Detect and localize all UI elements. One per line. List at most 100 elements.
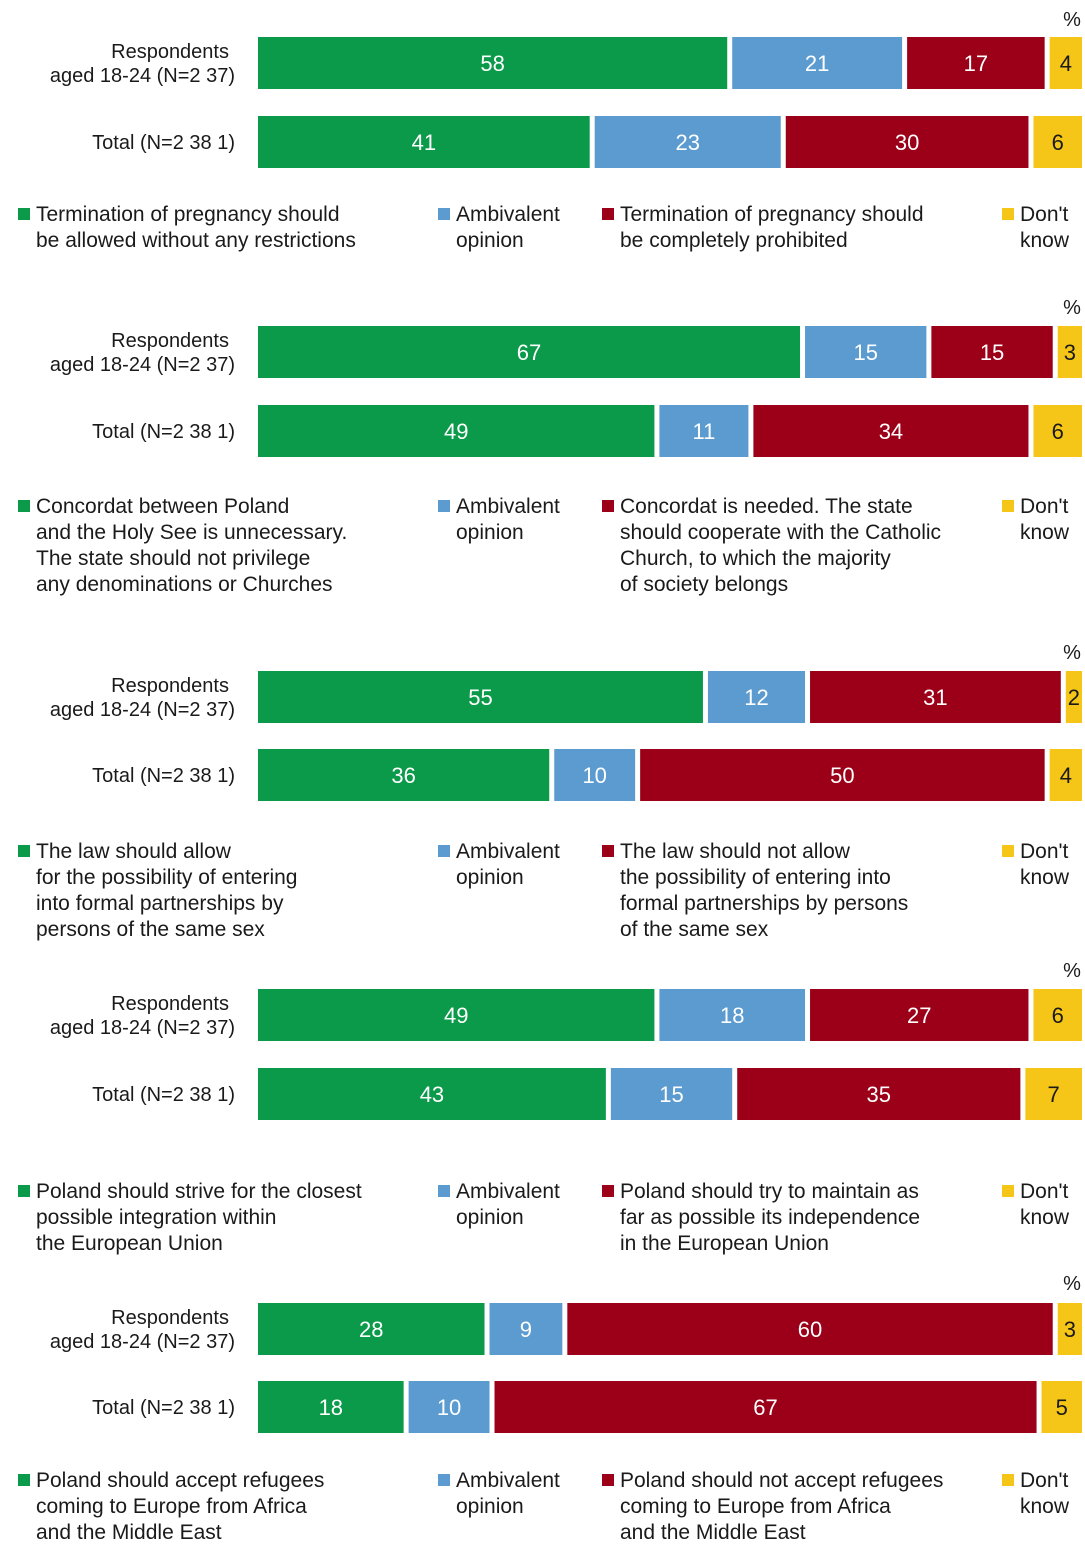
- legend-swatch: [1002, 208, 1014, 220]
- legend-item: Ambivalent opinion: [438, 1468, 560, 1520]
- data-label: 12: [744, 685, 768, 710]
- legend-swatch: [438, 845, 450, 857]
- bar-segment: [567, 1303, 1053, 1355]
- bar-segment: [1049, 749, 1082, 801]
- legend-label: Don't know: [1020, 495, 1070, 544]
- data-label: 6: [1052, 130, 1064, 155]
- bar-segment: [258, 749, 550, 801]
- bar-segment: [732, 37, 903, 89]
- bar-segment: [810, 989, 1029, 1041]
- bar-segment: [258, 37, 728, 89]
- legend-item: Don't know: [1002, 202, 1069, 254]
- data-label: 9: [520, 1317, 532, 1342]
- stacked-bar-chart-3: % Respondents aged 18-24 (N=2 37) 55 12 31 2 To…: [50, 642, 1082, 801]
- legend-label: Termination of pregnancy should be allow…: [36, 203, 356, 252]
- data-label: 3: [1064, 1317, 1076, 1342]
- bar-segment: [1041, 1381, 1082, 1433]
- legend-swatch: [1002, 1185, 1014, 1197]
- data-label: 21: [805, 51, 829, 76]
- legend-swatch: [1002, 845, 1014, 857]
- data-label: 67: [517, 340, 541, 365]
- legend-label: Don't know: [1020, 1469, 1070, 1518]
- legend-item: Don't know: [1002, 494, 1069, 546]
- bar-segment: [737, 1068, 1021, 1120]
- legend-item: Ambivalent opinion: [438, 202, 560, 254]
- bar-segment: [1033, 116, 1082, 168]
- legend-label: Poland should not accept refugees coming…: [620, 1469, 944, 1544]
- data-label: 58: [480, 51, 504, 76]
- data-label: 11: [692, 419, 715, 444]
- legend-label: The law should not allow the possibility…: [620, 840, 909, 941]
- bar-segment: [907, 37, 1045, 89]
- legend-swatch: [438, 1185, 450, 1197]
- legend-label: Ambivalent opinion: [456, 840, 560, 889]
- data-label: 15: [980, 340, 1004, 365]
- bar-segment: [810, 671, 1061, 723]
- percent-unit-label: %: [1063, 297, 1081, 319]
- bar-segment: [594, 116, 781, 168]
- data-label: 49: [444, 419, 468, 444]
- data-label: 30: [895, 130, 919, 155]
- bar-segment: [408, 1381, 490, 1433]
- legend-label: Don't know: [1020, 840, 1070, 889]
- bar-segment: [1025, 1068, 1082, 1120]
- legend-item: Ambivalent opinion: [438, 839, 560, 891]
- data-label: 10: [582, 763, 606, 788]
- legend-swatch: [602, 500, 614, 512]
- legend-label: Don't know: [1020, 203, 1070, 252]
- bar-segment: [753, 405, 1029, 457]
- data-label: 34: [879, 419, 903, 444]
- legend-item: Ambivalent opinion: [438, 494, 560, 546]
- bar-segment: [258, 1068, 606, 1120]
- data-label: 2: [1068, 685, 1080, 710]
- percent-unit-label: %: [1063, 9, 1081, 31]
- data-label: 10: [437, 1395, 461, 1420]
- legend-label: Concordat is needed. The state should co…: [620, 495, 942, 596]
- data-label: 5: [1056, 1395, 1068, 1420]
- data-label: 23: [675, 130, 699, 155]
- legend-swatch: [18, 208, 30, 220]
- data-label: 60: [798, 1317, 822, 1342]
- stacked-bar-chart-4: % Respondents aged 18-24 (N=2 37) 49 18 27 6 To…: [50, 960, 1082, 1120]
- data-label: 7: [1048, 1082, 1060, 1107]
- legend-swatch: [18, 500, 30, 512]
- bar-segment: [258, 1303, 485, 1355]
- legend-swatch: [438, 208, 450, 220]
- legend-item: The law should allow for the possibility…: [18, 839, 297, 943]
- data-label: 36: [391, 763, 415, 788]
- bar-segment: [785, 116, 1029, 168]
- legend-item: Poland should not accept refugees coming…: [602, 1468, 943, 1546]
- data-label: 18: [720, 1003, 744, 1028]
- category-label: Respondents aged 18-24 (N=2 37): [50, 330, 235, 376]
- bar-segment: [1033, 989, 1082, 1041]
- legend-swatch: [438, 500, 450, 512]
- data-label: 35: [867, 1082, 891, 1107]
- bar-segment: [805, 326, 927, 378]
- bar-segment: [258, 405, 655, 457]
- bar-segment: [1065, 671, 1082, 723]
- legend-label: Poland should strive for the closest pos…: [36, 1180, 362, 1255]
- legend-swatch: [602, 1474, 614, 1486]
- legend-label: Ambivalent opinion: [456, 203, 560, 252]
- category-label: Total (N=2 38 1): [92, 1084, 235, 1106]
- legend-item: Poland should try to maintain as far as …: [602, 1179, 920, 1257]
- legend-swatch: [602, 1185, 614, 1197]
- bar-segment: [494, 1381, 1037, 1433]
- category-label: Respondents aged 18-24 (N=2 37): [50, 993, 235, 1039]
- bar-segment: [258, 1381, 404, 1433]
- stacked-bar-chart-5: % Respondents aged 18-24 (N=2 37) 28 9 60 3 Tot…: [50, 1273, 1082, 1433]
- legend-label: Concordat between Poland and the Holy Se…: [36, 495, 348, 596]
- legend-item: Concordat is needed. The state should co…: [602, 494, 941, 598]
- category-label: Total (N=2 38 1): [92, 421, 235, 443]
- data-label: 27: [907, 1003, 931, 1028]
- legend-swatch: [1002, 500, 1014, 512]
- data-label: 4: [1060, 763, 1072, 788]
- percent-unit-label: %: [1063, 960, 1081, 982]
- legend-swatch: [1002, 1474, 1014, 1486]
- legend-label: Termination of pregnancy should be compl…: [620, 203, 924, 252]
- legend-swatch: [602, 845, 614, 857]
- bar-segment: [1057, 326, 1082, 378]
- data-label: 6: [1052, 1003, 1064, 1028]
- bar-segment: [707, 671, 806, 723]
